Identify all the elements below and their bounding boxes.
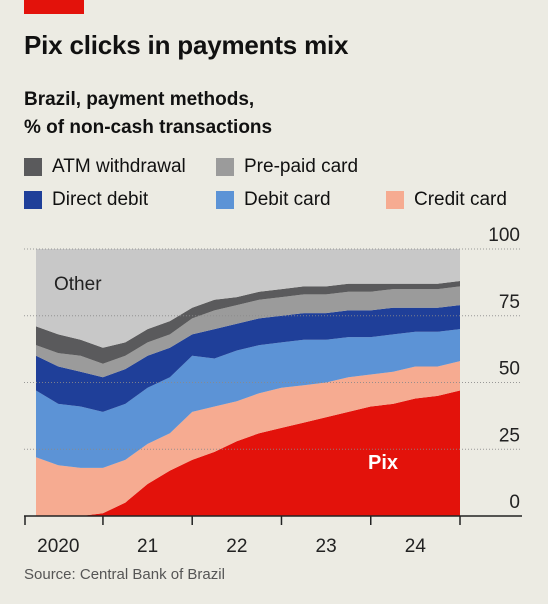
annotation-pix: Pix: [368, 452, 398, 474]
area-atm-withdrawal: [36, 281, 460, 364]
x-axis: 2020 21 22 23 24: [24, 515, 522, 557]
legend-swatch: [24, 191, 42, 209]
series-areas: [36, 249, 460, 516]
legend-label: ATM withdrawal: [52, 156, 186, 177]
area-direct-debit: [36, 305, 460, 412]
legend-item-atm-withdrawal: ATM withdrawal: [24, 156, 186, 178]
area-pre-paid-card: [36, 286, 460, 378]
x-tick-label: 22: [226, 536, 247, 557]
y-tick-label: 0: [509, 492, 520, 513]
y-tick-label: 50: [499, 359, 520, 380]
legend-label: Credit card: [414, 189, 507, 210]
annotations: Other Pix: [54, 274, 398, 474]
legend-item-credit-card: Credit card: [386, 189, 507, 211]
x-tick-label: 23: [316, 536, 337, 557]
accent-bar: [24, 0, 84, 14]
legend-label: Pre-paid card: [244, 156, 359, 177]
x-tick-label: 21: [137, 536, 158, 557]
gridlines: [24, 248, 522, 450]
chart-subtitle: Brazil, payment methods, % of non-cash t…: [24, 86, 444, 142]
area-pix: [36, 390, 460, 516]
legend-swatch: [386, 191, 404, 209]
y-axis-labels: 0 25 50 75 100: [488, 225, 520, 513]
source-note: Source: Central Bank of Brazil: [24, 566, 225, 583]
legend-item-debit-card: Debit card: [216, 189, 331, 211]
chart-title: Pix clicks in payments mix: [24, 30, 349, 60]
legend-label: Debit card: [244, 189, 331, 210]
subtitle-line-2: % of non-cash transactions: [24, 117, 273, 138]
area-debit-card: [36, 329, 460, 468]
legend-swatch: [24, 158, 42, 176]
legend-swatch: [216, 191, 234, 209]
legend-swatch: [216, 158, 234, 176]
legend-item-pre-paid-card: Pre-paid card: [216, 156, 358, 178]
y-tick-label: 75: [499, 292, 520, 313]
x-tick-label: 2020: [37, 536, 79, 557]
area-credit-card: [36, 361, 460, 516]
legend-item-direct-debit: Direct debit: [24, 189, 148, 211]
y-tick-label: 100: [488, 225, 520, 246]
legend-label: Direct debit: [52, 189, 149, 210]
subtitle-line-1: Brazil, payment methods,: [24, 89, 255, 110]
y-tick-label: 25: [499, 425, 520, 446]
annotation-other: Other: [54, 274, 102, 295]
area-other: [36, 249, 460, 348]
x-tick-label: 24: [405, 536, 427, 557]
